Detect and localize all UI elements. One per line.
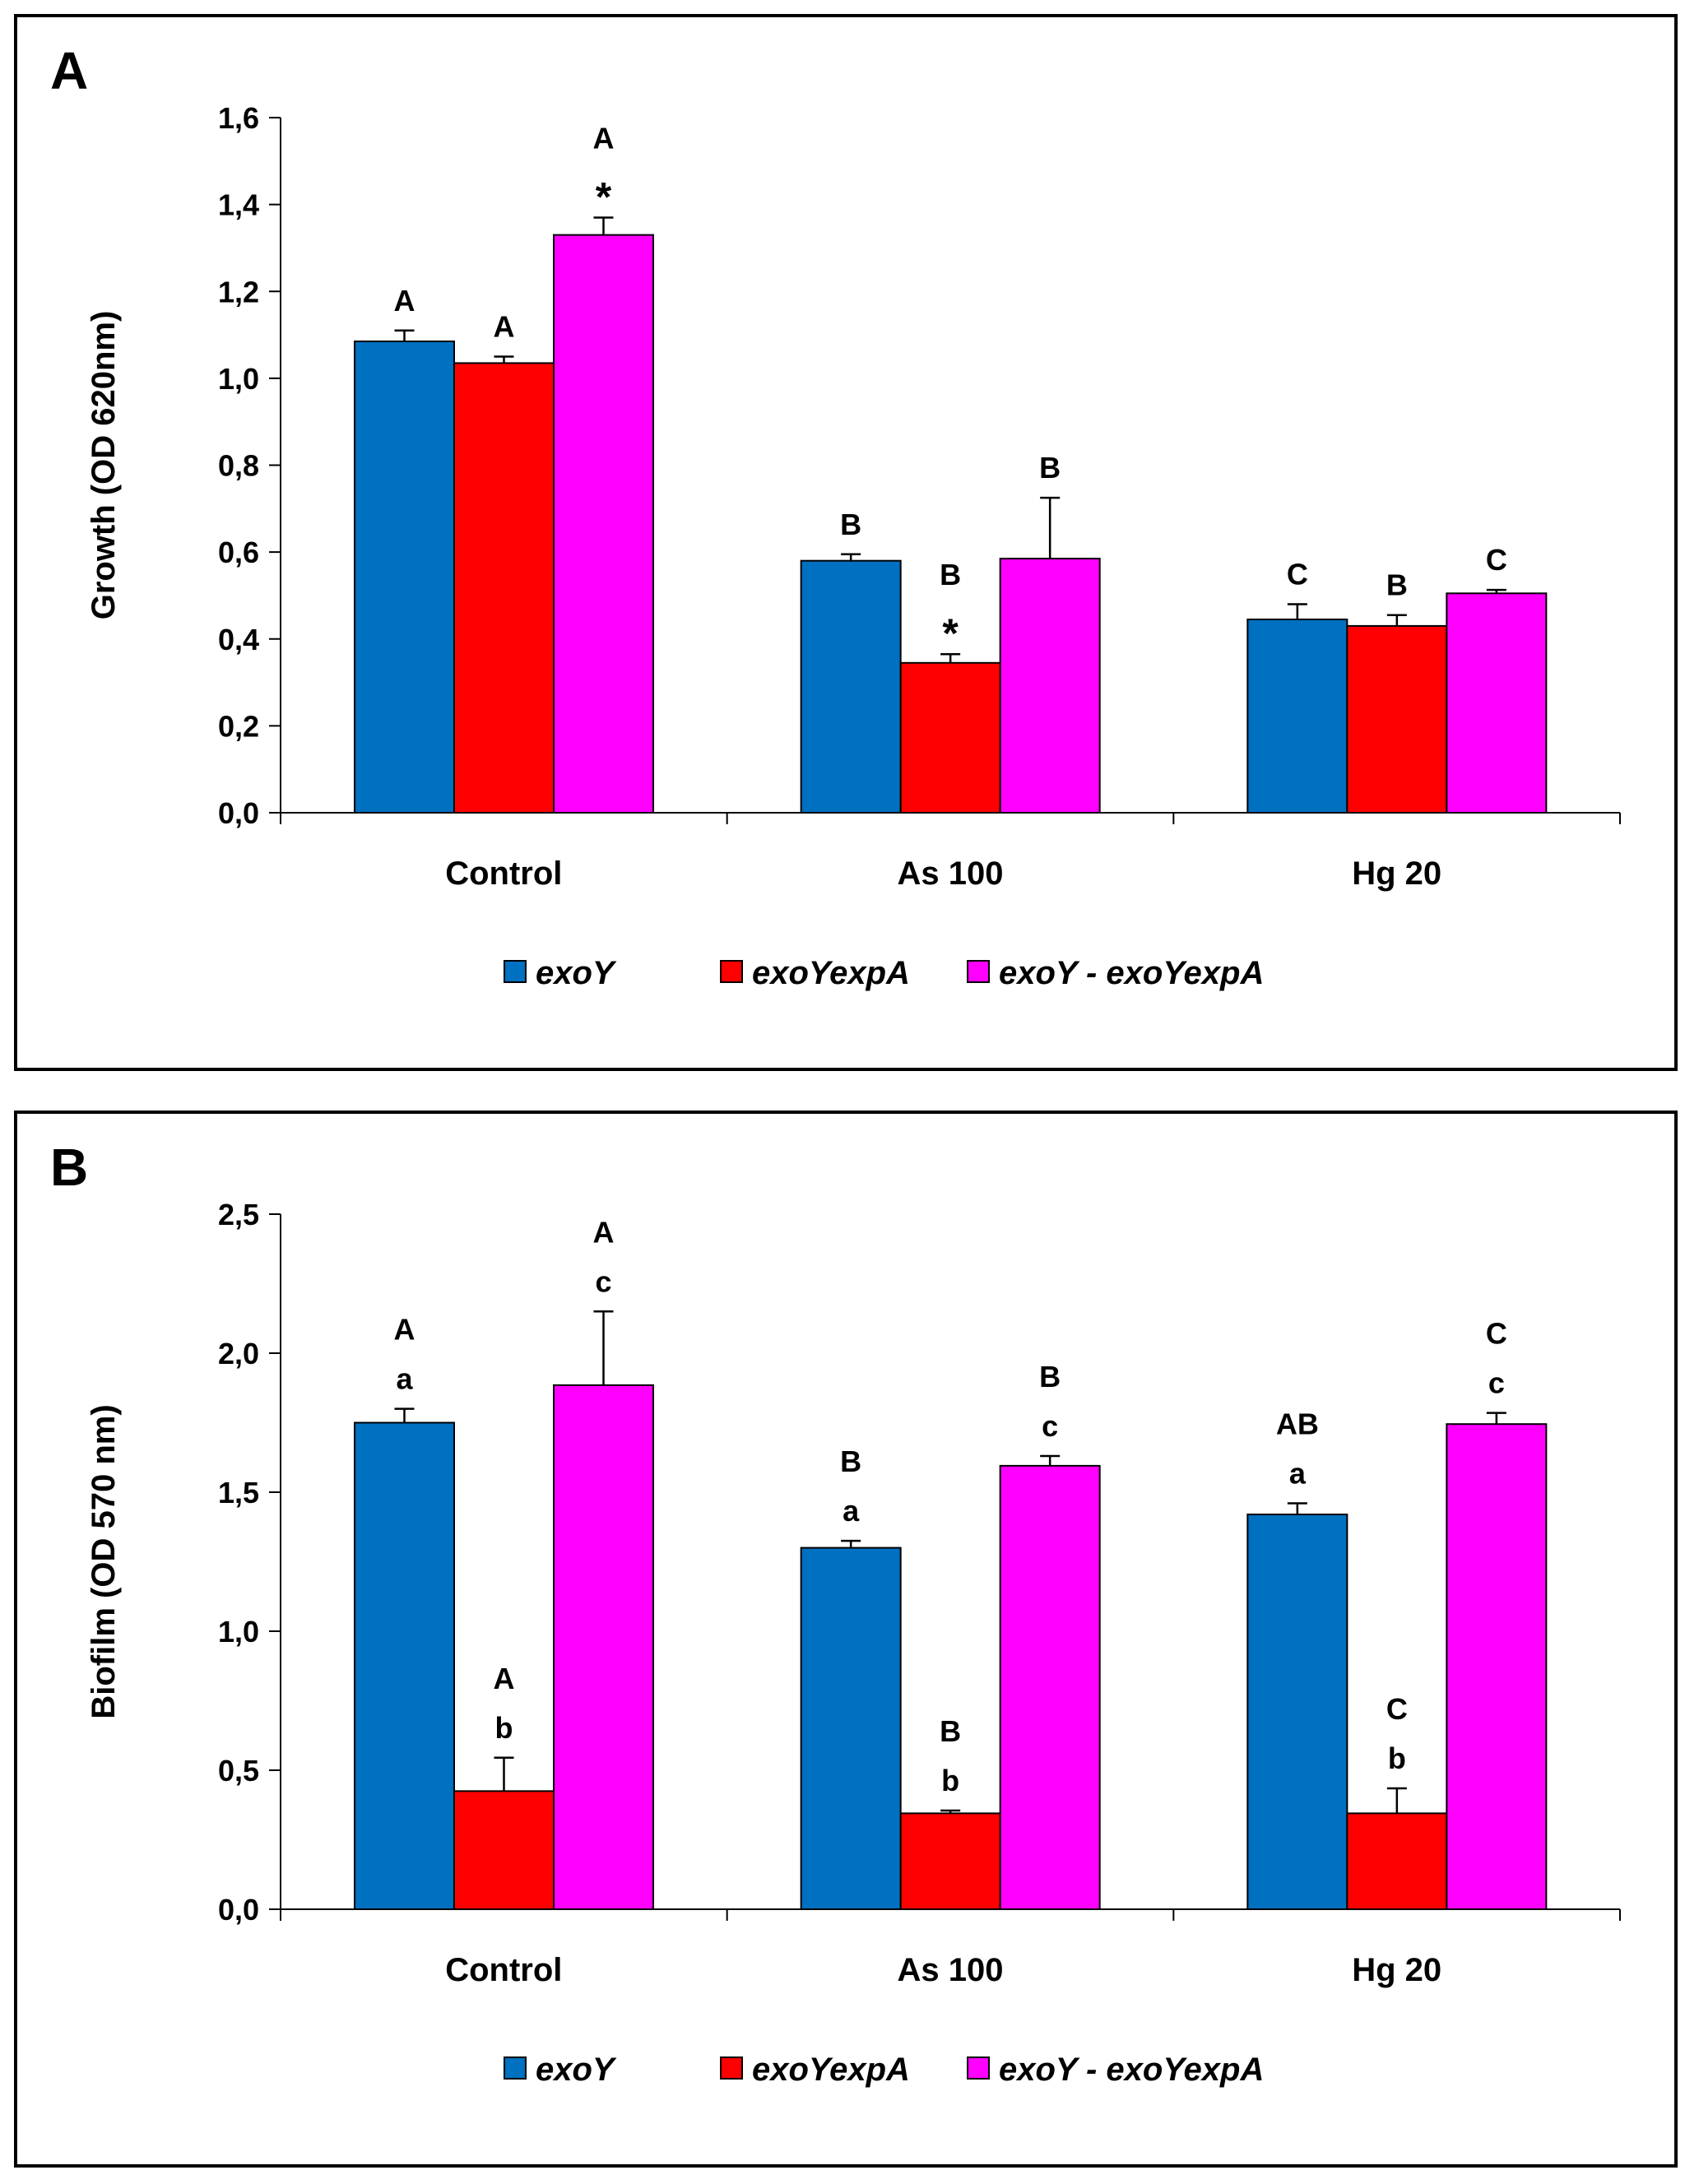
- significance-label: b: [1388, 1741, 1406, 1775]
- bar-exoY: [354, 340, 455, 814]
- bar-exoYexpA: [899, 1812, 1001, 1911]
- legend-swatch: [967, 2056, 990, 2080]
- y-tick-label: 0,0: [218, 1893, 259, 1927]
- chart-panel-a: A Growth (OD 620nm) 0,0 0,2 0,4 0,6 0,8 1,0 1,2 1…: [14, 14, 1678, 1071]
- legend-label: exoY - exoYexpA: [999, 2052, 1264, 2088]
- legend-label: exoYexpA: [752, 2052, 910, 2088]
- x-category-label: Hg 20: [1352, 1952, 1441, 1988]
- significance-label: B: [840, 508, 861, 541]
- panel-label: B: [50, 1138, 88, 1197]
- y-axis-label: Growth (OD 620nm): [86, 311, 122, 620]
- bar-exoY: [1246, 618, 1349, 814]
- significance-label: A: [494, 1662, 515, 1695]
- chart-panel-b: B Biofilm (OD 570 nm) 0,0 0,5 1,0 1,5 2,0 2,5 Co…: [14, 1111, 1678, 2168]
- significance-label: b: [495, 1711, 513, 1745]
- y-tick-label: 0,8: [218, 449, 259, 483]
- y-tick-label: 0,2: [218, 709, 259, 743]
- y-tick-label: 0,5: [218, 1754, 259, 1788]
- y-tick-label: 1,5: [218, 1476, 259, 1509]
- significance-label: c: [1488, 1366, 1505, 1400]
- legend-label: exoY - exoYexpA: [999, 955, 1264, 991]
- y-axis-label: Biofilm (OD 570 nm): [86, 1404, 122, 1718]
- bar-exoYexpA: [453, 1790, 555, 1910]
- significance-label: C: [1486, 1317, 1507, 1351]
- legend-label: exoYexpA: [752, 955, 910, 991]
- y-tick-label: 1,4: [218, 188, 259, 222]
- bar-exoY: [354, 1421, 455, 1910]
- y-tick-label: 0,6: [218, 536, 259, 569]
- biofilm-chart: B Biofilm (OD 570 nm) 0,0 0,5 1,0 1,5 2,0 2,5 Co…: [50, 1138, 1621, 2088]
- legend-swatch: [504, 960, 527, 983]
- legend-swatch: [967, 960, 990, 983]
- bar-exoY: [800, 559, 902, 814]
- y-tick-label: 2,5: [218, 1198, 259, 1231]
- significance-label: A: [593, 121, 615, 155]
- bar-exoYexpA: [899, 661, 1001, 814]
- y-tick-label: 2,0: [218, 1337, 259, 1370]
- legend-swatch: [720, 2056, 743, 2080]
- significance-label: B: [840, 1444, 861, 1478]
- legend-label: exoY: [536, 2052, 617, 2088]
- bar-exoY: [1246, 1514, 1349, 1910]
- x-category-label: As 100: [898, 856, 1004, 892]
- y-tick-label: 1,0: [218, 1615, 259, 1648]
- significance-label: c: [595, 1264, 611, 1298]
- significance-label: A: [494, 309, 515, 343]
- significance-label: *: [596, 174, 612, 220]
- bar-exoY-exoYexpA: [999, 1464, 1101, 1910]
- bar-exoYexpA: [453, 362, 555, 814]
- bar-exoYexpA: [1346, 1812, 1448, 1911]
- x-category-label: Hg 20: [1352, 856, 1441, 892]
- legend-label: exoY: [536, 955, 617, 991]
- bar-exoY-exoYexpA: [999, 558, 1101, 814]
- significance-label: C: [1486, 543, 1507, 577]
- x-category-label: As 100: [898, 1952, 1004, 1988]
- significance-label: A: [394, 284, 415, 318]
- significance-label: C: [1386, 1692, 1408, 1726]
- significance-label: c: [1042, 1409, 1058, 1443]
- significance-label: B: [1386, 568, 1408, 602]
- growth-chart: A Growth (OD 620nm) 0,0 0,2 0,4 0,6 0,8 1,0 1,2 1…: [50, 41, 1621, 991]
- x-category-label: Control: [445, 856, 562, 892]
- bar-exoY-exoYexpA: [553, 1384, 654, 1910]
- y-tick-label: 1,0: [218, 362, 259, 396]
- significance-label: *: [942, 610, 959, 656]
- bar-exoY-exoYexpA: [553, 234, 654, 814]
- significance-label: A: [593, 1215, 615, 1249]
- significance-label: B: [940, 1714, 961, 1748]
- significance-label: B: [940, 558, 961, 591]
- bar-exoY-exoYexpA: [1446, 592, 1548, 814]
- bar-exoYexpA: [1346, 624, 1448, 814]
- bar-exoY-exoYexpA: [1446, 1423, 1548, 1910]
- panel-label: A: [50, 41, 88, 100]
- y-tick-label: 0,0: [218, 796, 259, 830]
- significance-label: a: [396, 1362, 413, 1396]
- significance-label: AB: [1276, 1407, 1319, 1441]
- significance-label: B: [1039, 451, 1061, 485]
- legend-swatch: [720, 960, 743, 983]
- significance-label: a: [1289, 1457, 1307, 1491]
- significance-label: A: [394, 1313, 415, 1347]
- y-tick-label: 0,4: [218, 623, 259, 656]
- x-category-label: Control: [445, 1952, 562, 1988]
- bar-exoY: [800, 1546, 902, 1910]
- y-tick-label: 1,2: [218, 275, 259, 308]
- significance-label: B: [1039, 1360, 1061, 1393]
- significance-label: a: [843, 1494, 860, 1528]
- legend-swatch: [504, 2056, 527, 2080]
- y-tick-label: 1,6: [218, 101, 259, 135]
- significance-label: b: [941, 1764, 959, 1797]
- significance-label: C: [1287, 558, 1308, 591]
